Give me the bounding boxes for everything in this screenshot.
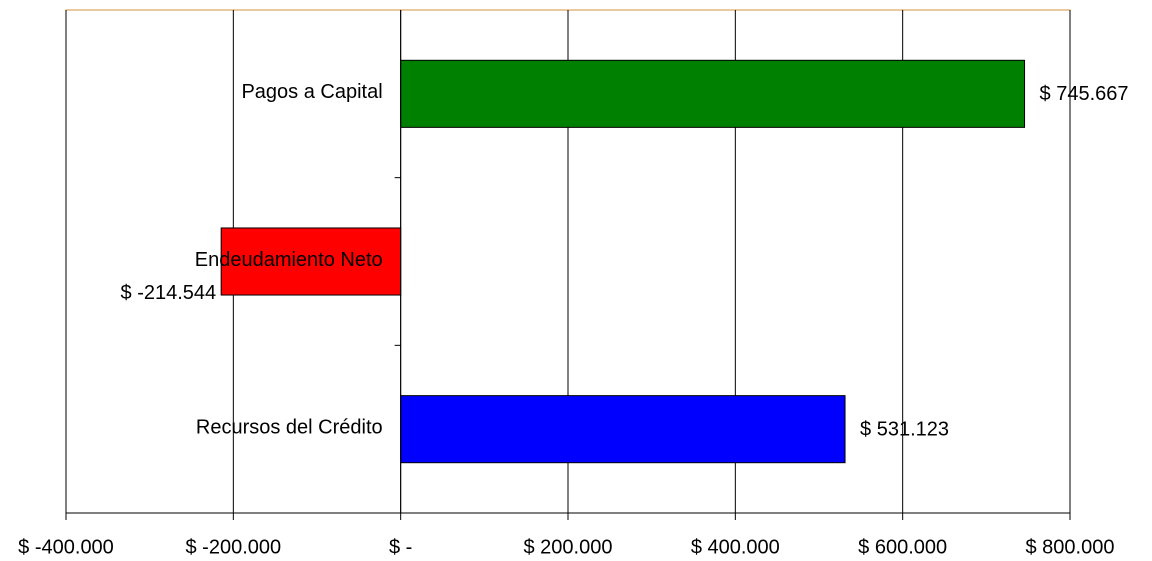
- x-tick-label: $ -400.000: [18, 536, 114, 558]
- data-label: $ -214.544: [121, 282, 217, 304]
- y-tick-label: Recursos del Crédito: [196, 416, 383, 438]
- x-tick-label: $ -200.000: [186, 536, 282, 558]
- y-tick-label: Pagos a Capital: [241, 81, 382, 103]
- x-tick-label: $ 600.000: [858, 536, 947, 558]
- data-label: $ 745.667: [1040, 83, 1129, 105]
- y-tick-label: Endeudamiento Neto: [195, 249, 383, 271]
- x-tick-label: $ -: [389, 536, 412, 558]
- x-tick-label: $ 200.000: [524, 536, 613, 558]
- data-label: $ 531.123: [860, 418, 949, 440]
- x-tick-label: $ 800.000: [1026, 536, 1115, 558]
- x-tick-label: $ 400.000: [691, 536, 780, 558]
- bar: [400, 395, 846, 464]
- bar: [400, 59, 1026, 128]
